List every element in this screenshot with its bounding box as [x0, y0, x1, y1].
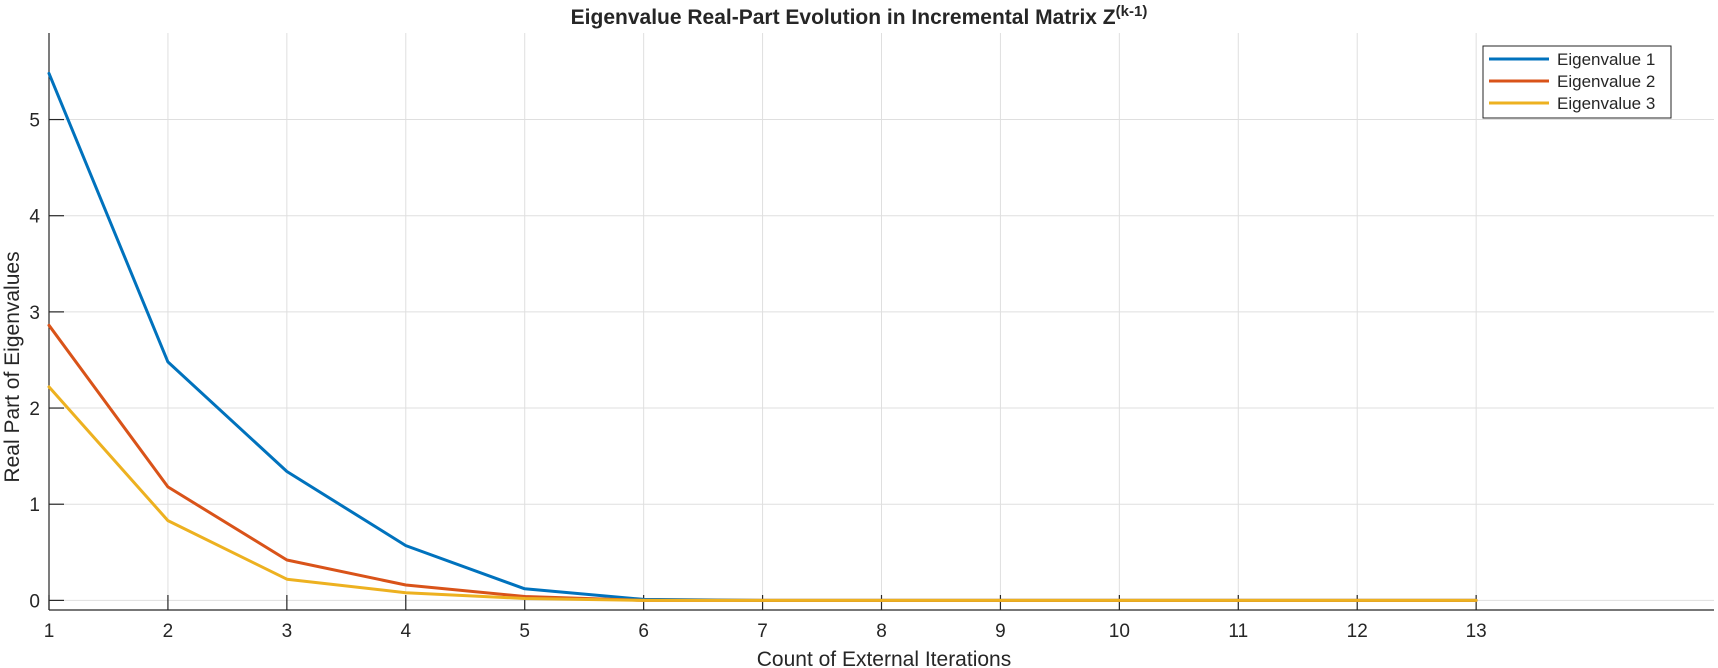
series-line-eigenvalue-3: [47, 385, 1478, 602]
y-tick-label: 1: [29, 495, 40, 516]
x-tick-label: 5: [519, 621, 530, 642]
y-tick-label: 3: [29, 303, 40, 324]
y-tick-label: 2: [29, 399, 40, 420]
chart-title-main: Eigenvalue Real-Part Evolution in Increm…: [571, 6, 1116, 29]
y-axis-label: Real Part of Eigenvalues: [1, 251, 24, 482]
x-tick-label: 7: [757, 621, 768, 642]
legend: Eigenvalue 1 Eigenvalue 2 Eigenvalue 3: [1482, 45, 1672, 119]
x-tick-label: 3: [282, 621, 293, 642]
x-tick-label: 4: [400, 621, 411, 642]
chart-title-superscript: (k-1): [1116, 3, 1148, 20]
y-tick-label: 5: [29, 111, 40, 132]
y-tick-label: 0: [29, 591, 40, 612]
legend-label: Eigenvalue 1: [1557, 50, 1655, 69]
legend-label: Eigenvalue 3: [1557, 94, 1655, 113]
x-tick-label: 10: [1109, 621, 1130, 642]
grid-lines: [48, 33, 1714, 610]
x-tick-label: 9: [995, 621, 1006, 642]
series-lines: [47, 71, 1478, 602]
chart-title: Eigenvalue Real-Part Evolution in Increm…: [571, 3, 1148, 29]
x-tick-label: 12: [1347, 621, 1368, 642]
x-tick-label: 6: [638, 621, 649, 642]
x-tick-label: 11: [1228, 621, 1248, 642]
x-tick-label: 1: [44, 621, 55, 642]
x-tick-label: 8: [876, 621, 887, 642]
x-tick-label: 2: [163, 621, 174, 642]
x-tick-label: 13: [1466, 621, 1487, 642]
legend-label: Eigenvalue 2: [1557, 72, 1655, 91]
x-axis-label: Count of External Iterations: [757, 648, 1011, 668]
y-tick-label: 4: [29, 207, 40, 228]
